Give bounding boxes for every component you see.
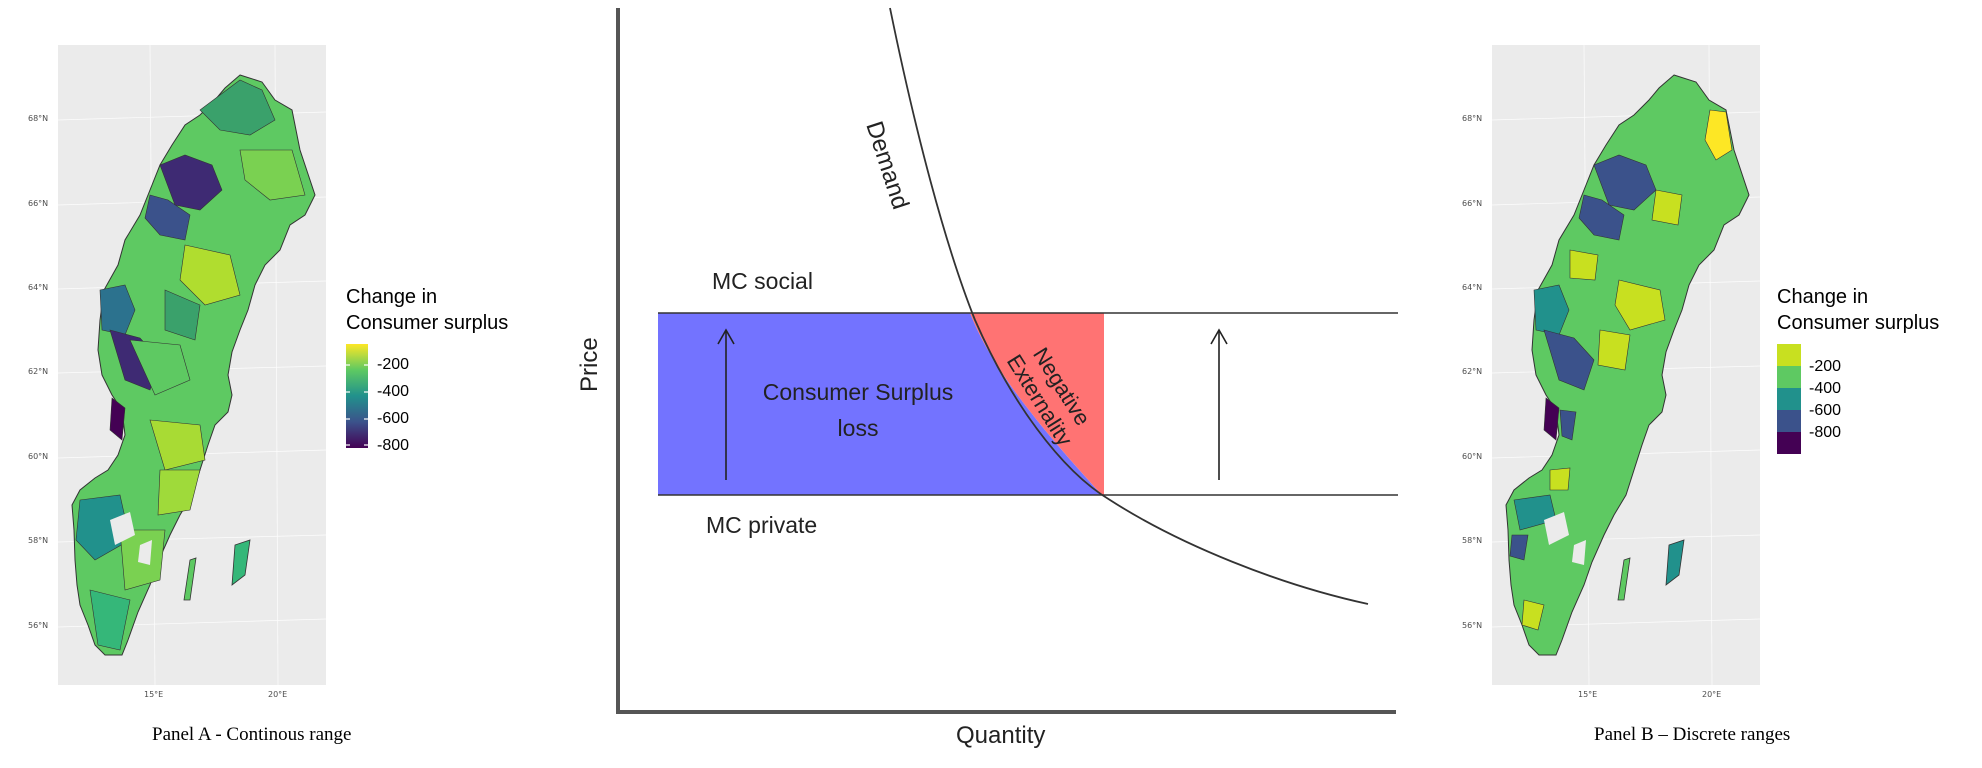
panel-a-legend-title: Change in Consumer surplus (346, 286, 509, 334)
panel-a-legend-label: -600 (377, 410, 410, 427)
panel-b-lat-tick: 56°N (1462, 621, 1483, 630)
negative-externality-area (970, 313, 1104, 495)
panel-b-lat-tick: 64°N (1462, 283, 1483, 292)
panel-a-lat-tick: 66°N (28, 199, 49, 208)
panel-a-lat-tick: 62°N (28, 367, 49, 376)
mc-social-label: MC social (712, 268, 813, 294)
shift-arrow-right (1210, 328, 1228, 480)
panel-b-lat-tick: 68°N (1462, 114, 1483, 123)
panel-b-legend-swatches (1777, 344, 1801, 454)
panel-b-sweden-map (1491, 44, 1761, 686)
legend-swatch (1777, 410, 1801, 432)
panel-a-lat-tick: 64°N (28, 283, 49, 292)
panel-a-sweden-map (57, 44, 327, 686)
panel-a: 68°N 66°N 64°N 62°N 60°N 58°N 56°N 15°E … (0, 0, 560, 768)
panel-a-lon-tick: 15°E (144, 690, 164, 699)
demand-curve (889, 7, 1369, 605)
panel-b-caption: Panel B – Discrete ranges (1594, 724, 1791, 745)
consumer-surplus-loss-label: Consumer Surplus loss (762, 379, 954, 441)
panel-b-legend-title: Change in Consumer surplus (1777, 286, 1940, 334)
panel-b-lon-tick: 15°E (1578, 690, 1598, 699)
panel-a-caption: Panel A - Continous range (152, 724, 352, 745)
panel-a-lat-tick: 68°N (28, 114, 49, 123)
panel-b-legend-label: -200 (1809, 358, 1842, 375)
y-axis-label: Price (576, 337, 603, 392)
panel-a-legend-label: -200 (377, 356, 410, 373)
panel-a-lon-tick: 20°E (268, 690, 288, 699)
panel-a-legend-colorbar (346, 344, 368, 448)
mc-private-label: MC private (706, 512, 818, 538)
legend-swatch (1777, 344, 1801, 366)
panel-b-lat-tick: 66°N (1462, 199, 1483, 208)
x-axis-label: Quantity (956, 722, 1046, 749)
panel-a-legend-label: -400 (377, 383, 410, 400)
panel-a-lat-tick: 60°N (28, 452, 49, 461)
panel-a-lat-tick: 58°N (28, 536, 49, 545)
panel-a-lat-tick: 56°N (28, 621, 49, 630)
panel-b-legend-label: -400 (1809, 380, 1842, 397)
panel-b-lat-tick: 58°N (1462, 536, 1483, 545)
panel-b-lon-tick: 20°E (1702, 690, 1722, 699)
panel-b-legend-label: -800 (1809, 424, 1842, 441)
legend-swatch (1777, 388, 1801, 410)
panel-a-legend-label: -800 (377, 437, 410, 454)
shift-arrow-left (717, 328, 735, 480)
panel-b-lat-tick: 62°N (1462, 367, 1483, 376)
externality-diagram-svg (616, 7, 1398, 714)
legend-swatch (1777, 366, 1801, 388)
consumer-surplus-loss-area (658, 313, 1102, 495)
legend-swatch (1777, 432, 1801, 454)
panel-b-lat-tick: 60°N (1462, 452, 1483, 461)
externality-diagram: Demand MC social MC private Consumer Sur… (560, 0, 1420, 768)
panel-b-legend-label: -600 (1809, 402, 1842, 419)
panel-b: 68°N 66°N 64°N 62°N 60°N 58°N 56°N 15°E … (1420, 0, 1982, 768)
